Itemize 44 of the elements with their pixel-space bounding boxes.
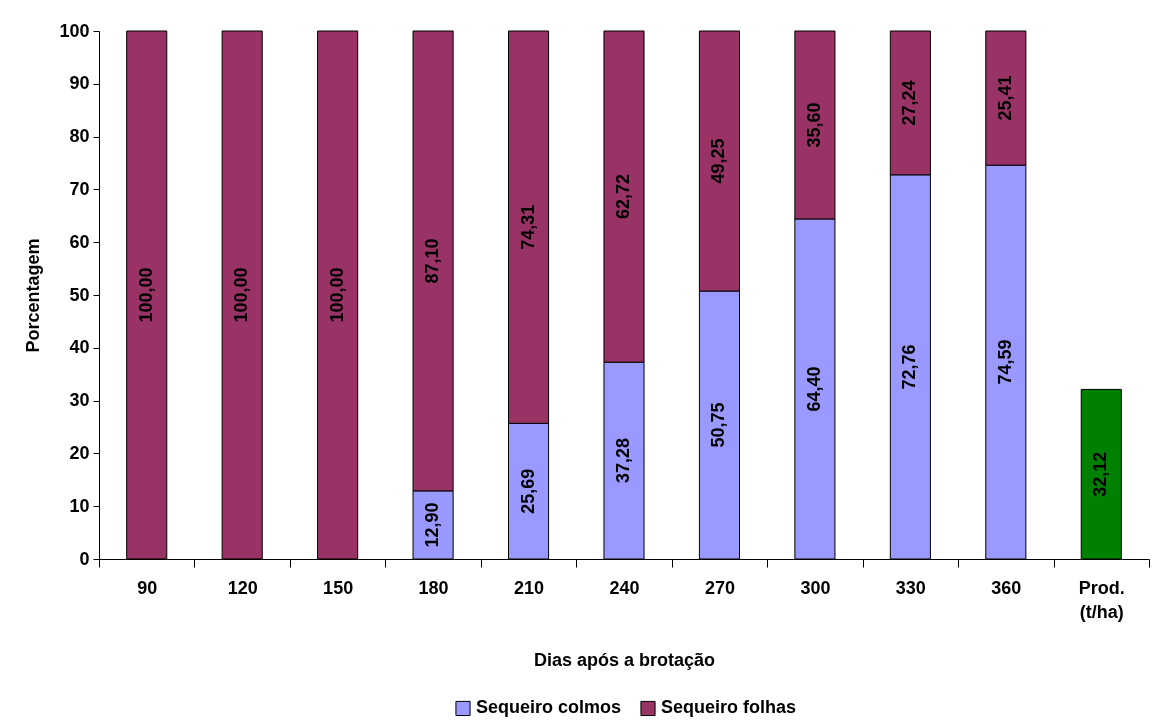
data-label: 25,41	[994, 75, 1015, 121]
data-label: 74,59	[994, 339, 1015, 385]
data-label: 100,00	[231, 267, 252, 323]
data-label: 49,25	[708, 138, 729, 184]
data-label: 74,31	[517, 204, 538, 250]
data-label: 100,00	[135, 267, 156, 323]
x-tick-label: 150	[323, 577, 354, 598]
x-tick-label: 240	[609, 577, 640, 598]
data-label: 35,60	[803, 102, 824, 148]
y-tick-label: 100	[59, 20, 90, 41]
data-label: 64,40	[803, 366, 824, 412]
y-tick-label: 20	[69, 442, 90, 463]
x-tick-label: 330	[895, 577, 926, 598]
data-label: 27,24	[899, 80, 920, 126]
data-label: 50,75	[708, 402, 729, 448]
data-label: 37,28	[613, 438, 633, 484]
y-tick-label: 30	[69, 390, 90, 411]
x-tick-label: 270	[704, 577, 735, 598]
y-tick-label: 70	[69, 178, 90, 199]
legend-label: Sequeiro folhas	[661, 697, 797, 718]
x-tick-label: 210	[514, 577, 545, 598]
x-tick-label: 360	[991, 577, 1022, 598]
data-label: 72,76	[899, 344, 920, 390]
x-tick-label: 300	[800, 577, 831, 598]
data-label: 100,00	[326, 267, 347, 323]
x-tick-label: 120	[227, 577, 258, 598]
data-label: 62,72	[613, 174, 633, 220]
x-axis-title: Dias após a brotação	[533, 649, 716, 670]
x-tick-label: 180	[418, 577, 449, 598]
data-label: 12,90	[422, 502, 443, 548]
x-tick-label: Prod. (t/ha)	[1078, 577, 1125, 622]
data-label: 25,69	[517, 468, 538, 514]
y-tick-label: 80	[69, 126, 90, 147]
legend-label: Sequeiro colmos	[476, 697, 622, 718]
y-tick-label: 40	[69, 337, 90, 358]
y-axis-title: Porcentagem	[23, 238, 44, 353]
y-tick-label: 90	[69, 73, 90, 94]
y-tick-label: 50	[69, 284, 90, 305]
y-tick-label: 10	[69, 495, 90, 516]
y-tick-label: 60	[69, 231, 90, 252]
data-label: 87,10	[422, 238, 443, 284]
y-tick-label: 0	[79, 548, 90, 569]
x-tick-label: 90	[137, 577, 158, 598]
data-label: 32,12	[1090, 451, 1111, 497]
